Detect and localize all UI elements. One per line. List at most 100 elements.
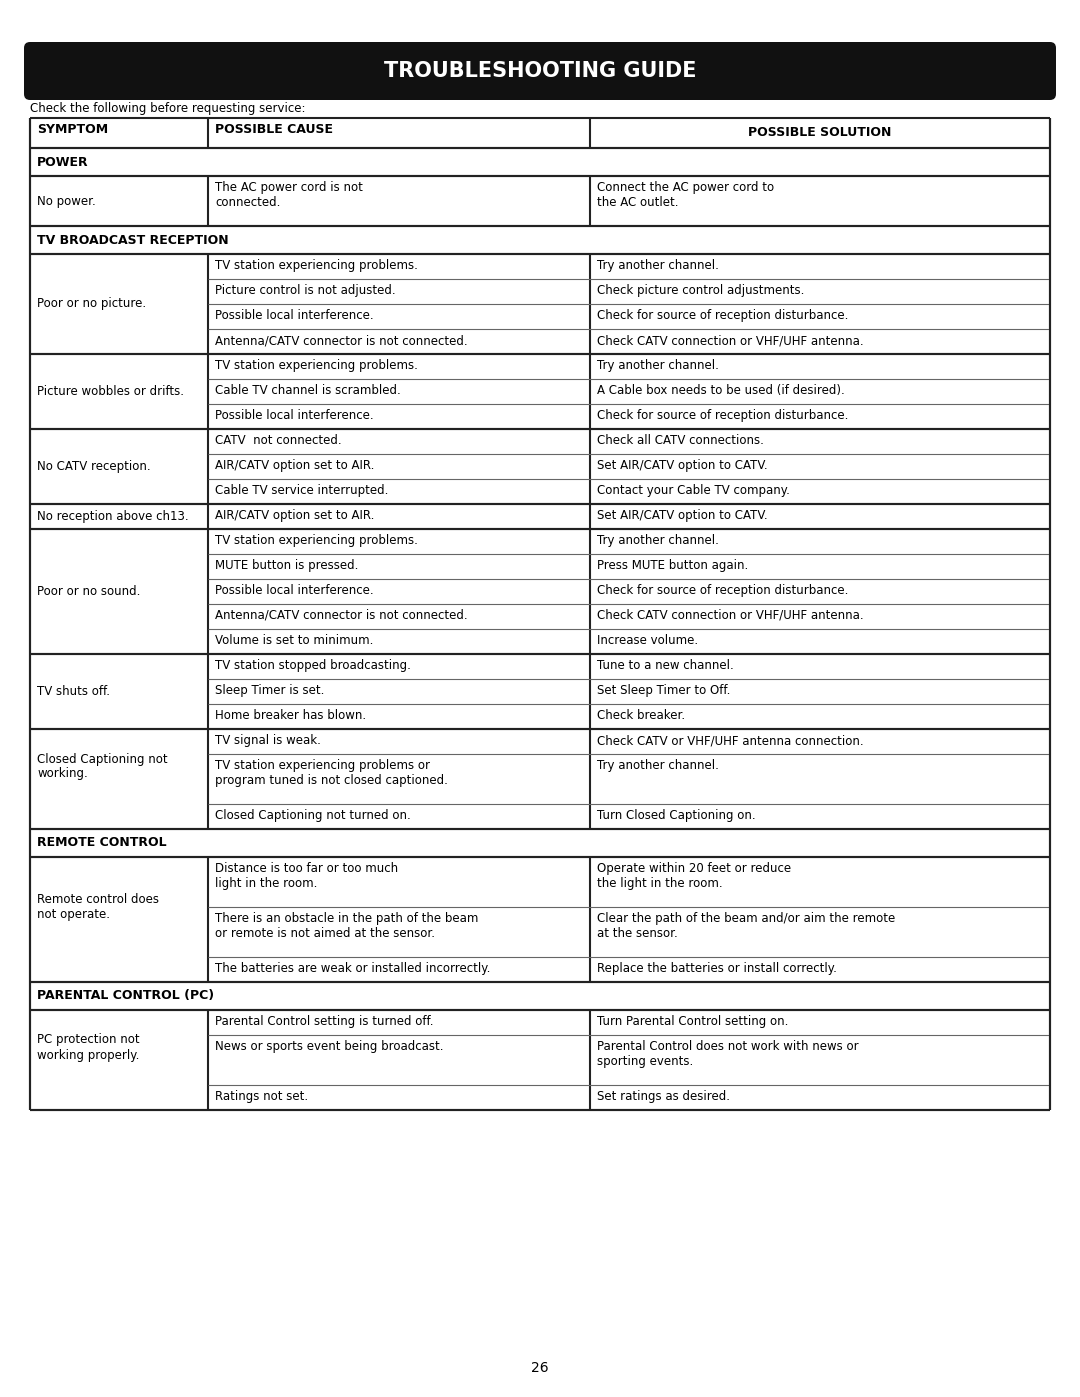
Text: TV signal is weak.: TV signal is weak. — [215, 733, 321, 747]
Text: Ratings not set.: Ratings not set. — [215, 1090, 308, 1104]
Text: AIR/CATV option set to AIR.: AIR/CATV option set to AIR. — [215, 460, 375, 472]
Bar — [208, 254, 1050, 353]
Text: Set Sleep Timer to Off.: Set Sleep Timer to Off. — [597, 685, 730, 697]
Text: Turn Parental Control setting on.: Turn Parental Control setting on. — [597, 1016, 788, 1028]
Text: Check for source of reception disturbance.: Check for source of reception disturbanc… — [597, 409, 849, 422]
Text: Parental Control does not work with news or
sporting events.: Parental Control does not work with news… — [597, 1039, 859, 1067]
Text: POSSIBLE CAUSE: POSSIBLE CAUSE — [215, 123, 333, 136]
Bar — [30, 729, 208, 828]
Bar — [208, 176, 1050, 226]
Text: Press MUTE button again.: Press MUTE button again. — [597, 559, 748, 571]
Bar — [30, 353, 208, 429]
Text: The AC power cord is not
connected.: The AC power cord is not connected. — [215, 182, 363, 210]
Text: Check for source of reception disturbance.: Check for source of reception disturbanc… — [597, 309, 849, 321]
Text: Try another channel.: Try another channel. — [597, 258, 719, 272]
Text: Volume is set to minimum.: Volume is set to minimum. — [215, 634, 374, 647]
Text: Check breaker.: Check breaker. — [597, 710, 685, 722]
Text: Check CATV or VHF/UHF antenna connection.: Check CATV or VHF/UHF antenna connection… — [597, 733, 864, 747]
Text: Clear the path of the beam and/or aim the remote
at the sensor.: Clear the path of the beam and/or aim th… — [597, 912, 895, 940]
Bar — [30, 117, 1050, 148]
Text: TV station experiencing problems.: TV station experiencing problems. — [215, 359, 418, 372]
Text: No reception above ch13.: No reception above ch13. — [37, 510, 189, 522]
Bar — [208, 1010, 1050, 1111]
Bar — [208, 654, 1050, 729]
Text: Turn Closed Captioning on.: Turn Closed Captioning on. — [597, 809, 756, 821]
Text: Remote control does
not operate.: Remote control does not operate. — [37, 893, 159, 921]
Text: TV BROADCAST RECEPTION: TV BROADCAST RECEPTION — [37, 233, 229, 246]
Bar — [208, 504, 1050, 529]
Bar — [208, 529, 1050, 654]
Text: TV station stopped broadcasting.: TV station stopped broadcasting. — [215, 659, 410, 672]
Text: Set AIR/CATV option to CATV.: Set AIR/CATV option to CATV. — [597, 460, 768, 472]
Bar — [30, 226, 1050, 254]
Text: Try another channel.: Try another channel. — [597, 359, 719, 372]
Text: The batteries are weak or installed incorrectly.: The batteries are weak or installed inco… — [215, 963, 490, 975]
Text: Try another channel.: Try another channel. — [597, 534, 719, 548]
Text: No power.: No power. — [37, 194, 96, 208]
Bar — [30, 982, 1050, 1010]
Text: Replace the batteries or install correctly.: Replace the batteries or install correct… — [597, 963, 837, 975]
Bar — [30, 254, 208, 353]
Text: Check CATV connection or VHF/UHF antenna.: Check CATV connection or VHF/UHF antenna… — [597, 334, 864, 346]
Text: Check CATV connection or VHF/UHF antenna.: Check CATV connection or VHF/UHF antenna… — [597, 609, 864, 622]
Text: Cable TV service interrupted.: Cable TV service interrupted. — [215, 483, 389, 497]
Text: TV station experiencing problems.: TV station experiencing problems. — [215, 534, 418, 548]
Text: Picture wobbles or drifts.: Picture wobbles or drifts. — [37, 386, 184, 398]
Text: News or sports event being broadcast.: News or sports event being broadcast. — [215, 1039, 444, 1053]
Text: Home breaker has blown.: Home breaker has blown. — [215, 710, 366, 722]
Text: Tune to a new channel.: Tune to a new channel. — [597, 659, 733, 672]
Text: REMOTE CONTROL: REMOTE CONTROL — [37, 837, 166, 849]
Text: 26: 26 — [531, 1361, 549, 1375]
Text: Possible local interference.: Possible local interference. — [215, 309, 374, 321]
Text: Sleep Timer is set.: Sleep Timer is set. — [215, 685, 324, 697]
Text: Possible local interference.: Possible local interference. — [215, 409, 374, 422]
Text: SYMPTOM: SYMPTOM — [37, 123, 108, 136]
Text: TROUBLESHOOTING GUIDE: TROUBLESHOOTING GUIDE — [383, 61, 697, 81]
Text: Poor or no picture.: Poor or no picture. — [37, 298, 146, 310]
Bar — [30, 828, 1050, 856]
Text: Check for source of reception disturbance.: Check for source of reception disturbanc… — [597, 584, 849, 597]
Bar — [30, 148, 1050, 176]
Text: Connect the AC power cord to
the AC outlet.: Connect the AC power cord to the AC outl… — [597, 182, 774, 210]
Bar — [208, 729, 1050, 828]
Text: Antenna/CATV connector is not connected.: Antenna/CATV connector is not connected. — [215, 609, 468, 622]
Text: Check picture control adjustments.: Check picture control adjustments. — [597, 284, 805, 298]
Text: Picture control is not adjusted.: Picture control is not adjusted. — [215, 284, 395, 298]
Text: MUTE button is pressed.: MUTE button is pressed. — [215, 559, 359, 571]
Bar — [30, 429, 208, 504]
Text: Set ratings as desired.: Set ratings as desired. — [597, 1090, 730, 1104]
Bar — [30, 529, 208, 654]
Bar — [30, 504, 208, 529]
Bar — [208, 856, 1050, 982]
Text: POWER: POWER — [37, 155, 89, 169]
Text: POSSIBLE SOLUTION: POSSIBLE SOLUTION — [748, 127, 892, 140]
Text: A Cable box needs to be used (if desired).: A Cable box needs to be used (if desired… — [597, 384, 845, 397]
Text: Distance is too far or too much
light in the room.: Distance is too far or too much light in… — [215, 862, 399, 890]
Bar — [30, 654, 208, 729]
Text: There is an obstacle in the path of the beam
or remote is not aimed at the senso: There is an obstacle in the path of the … — [215, 912, 478, 940]
Text: Parental Control setting is turned off.: Parental Control setting is turned off. — [215, 1016, 433, 1028]
Text: TV shuts off.: TV shuts off. — [37, 685, 110, 698]
Text: TV station experiencing problems or
program tuned is not closed captioned.: TV station experiencing problems or prog… — [215, 759, 448, 787]
FancyBboxPatch shape — [24, 42, 1056, 101]
Text: AIR/CATV option set to AIR.: AIR/CATV option set to AIR. — [215, 509, 375, 522]
Bar — [30, 856, 208, 982]
Text: PC protection not
working properly.: PC protection not working properly. — [37, 1034, 139, 1062]
Text: No CATV reception.: No CATV reception. — [37, 460, 150, 474]
Text: Contact your Cable TV company.: Contact your Cable TV company. — [597, 483, 789, 497]
Text: Cable TV channel is scrambled.: Cable TV channel is scrambled. — [215, 384, 401, 397]
Text: TV station experiencing problems.: TV station experiencing problems. — [215, 258, 418, 272]
Text: Increase volume.: Increase volume. — [597, 634, 698, 647]
Bar — [30, 176, 208, 226]
Text: Operate within 20 feet or reduce
the light in the room.: Operate within 20 feet or reduce the lig… — [597, 862, 792, 890]
Text: Possible local interference.: Possible local interference. — [215, 584, 374, 597]
Text: Check all CATV connections.: Check all CATV connections. — [597, 434, 764, 447]
Text: Closed Captioning not turned on.: Closed Captioning not turned on. — [215, 809, 410, 821]
Text: CATV  not connected.: CATV not connected. — [215, 434, 341, 447]
Bar — [30, 1010, 208, 1111]
Text: Closed Captioning not
working.: Closed Captioning not working. — [37, 753, 167, 781]
Text: Try another channel.: Try another channel. — [597, 759, 719, 773]
Text: PARENTAL CONTROL (PC): PARENTAL CONTROL (PC) — [37, 989, 214, 1003]
Text: Poor or no sound.: Poor or no sound. — [37, 585, 140, 598]
Text: Set AIR/CATV option to CATV.: Set AIR/CATV option to CATV. — [597, 509, 768, 522]
